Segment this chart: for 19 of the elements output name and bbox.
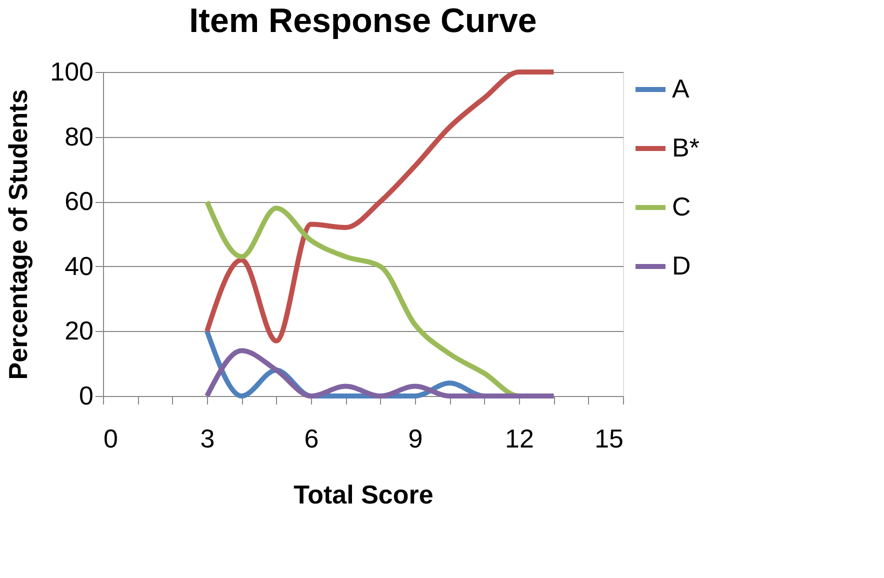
y-axis-title: Percentage of Students <box>3 89 34 380</box>
y-tick-label: 80 <box>64 121 94 152</box>
x-tick-label: 15 <box>594 424 624 454</box>
y-tick-label: 60 <box>64 186 94 216</box>
x-tick-label: 9 <box>408 424 423 454</box>
x-tick-label: 12 <box>505 424 534 454</box>
y-tick-label: 100 <box>50 56 94 86</box>
legend-label: D <box>672 250 691 280</box>
x-axis-title: Total Score <box>294 480 434 510</box>
x-tick-label: 0 <box>104 424 118 454</box>
y-tick-label: 40 <box>64 250 94 281</box>
x-tick-label: 6 <box>304 424 319 454</box>
legend-label: B* <box>672 132 700 162</box>
y-tick-label: 0 <box>79 380 94 410</box>
x-tick-label: 3 <box>200 424 215 454</box>
y-tick-label: 20 <box>64 316 94 346</box>
legend-label: A <box>672 74 690 104</box>
chart-title: Item Response Curve <box>189 2 537 40</box>
legend-label: C <box>672 192 691 222</box>
